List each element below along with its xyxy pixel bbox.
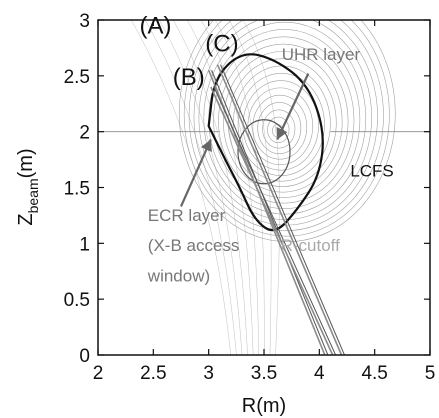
annotation-label: (X-B access [148,236,240,255]
x-tick-label: 3 [203,363,214,384]
ecr-layer-curve [237,119,291,185]
beam-b-path [210,86,334,355]
x-tick-label: 2.5 [140,363,166,384]
x-tick-label: 3.5 [251,363,277,384]
background-field-lines [98,20,430,355]
y-axis-ticks: 0 0.5 1 1.5 2 2.5 3 [64,11,430,367]
x-tick-label: 4 [314,363,325,384]
x-axis-ticks: 2 2.5 3 3.5 4 4.5 5 [93,20,436,384]
field-line [228,20,272,355]
uhr-arrow [276,73,310,140]
annotations: UHR layer LCFS ECR layer (X-B access window)… [147,45,394,285]
flux-contour [267,116,290,143]
beam-b-edge [213,86,337,355]
y-tick-label: 1.5 [64,179,90,200]
beam-c-edge [220,64,345,355]
annotation-label: window) [147,266,210,285]
flux-contour [179,20,396,242]
beam-c-path [216,64,343,355]
flux-contour [188,20,384,231]
field-line [242,20,280,355]
field-line [186,20,254,355]
flux-contour [183,20,390,237]
y-axis-label: Zbeam(m) [15,148,41,225]
field-line [214,20,265,355]
beam-a-edge [211,70,329,355]
x-axis-label: R(m) [242,395,286,417]
beam-label: (C) [205,30,238,57]
x-tick-label: 4.5 [361,363,387,384]
x-tick-label: 2 [93,363,104,384]
annotation-label: R-cutoff [281,236,340,255]
x-tick-label: 5 [425,363,436,384]
annotation-label: LCFS [350,161,393,180]
y-tick-label: 0.5 [64,290,90,311]
flux-contour [198,20,372,220]
flux-contour [223,51,343,193]
flux-contour [213,36,355,204]
field-line [158,20,243,355]
y-tick-label: 0 [79,346,90,367]
uhr-arrow-head [276,126,288,140]
field-line [200,20,260,355]
beam-label: (A) [140,12,172,39]
field-line [130,20,232,355]
flux-contour [218,43,349,198]
ecr-arrow [179,139,212,207]
svg-text:Zbeam(m): Zbeam(m) [15,148,41,225]
beam-paths [207,64,345,355]
y-axis-label-unit: (m) [15,148,37,178]
flux-contour [252,94,308,160]
ecr-arrow-head [200,139,212,152]
lcfs-curve [207,53,324,232]
annotation-arrows [179,73,310,207]
y-axis-label-main: Z [15,213,37,225]
beam-labels: (A)(B)(C) [140,12,239,90]
flux-contour [262,109,296,149]
annotation-label: ECR layer [148,206,226,225]
flux-contour [227,58,337,187]
y-tick-label: 3 [79,11,90,32]
y-axis-label-sub: beam [25,178,41,213]
y-tick-label: 1 [79,234,90,255]
flux-contour [257,102,302,154]
annotation-label: UHR layer [282,45,361,64]
y-tick-label: 2.5 [64,67,90,88]
y-tick-label: 2 [79,123,90,144]
beam-label: (B) [173,64,205,91]
